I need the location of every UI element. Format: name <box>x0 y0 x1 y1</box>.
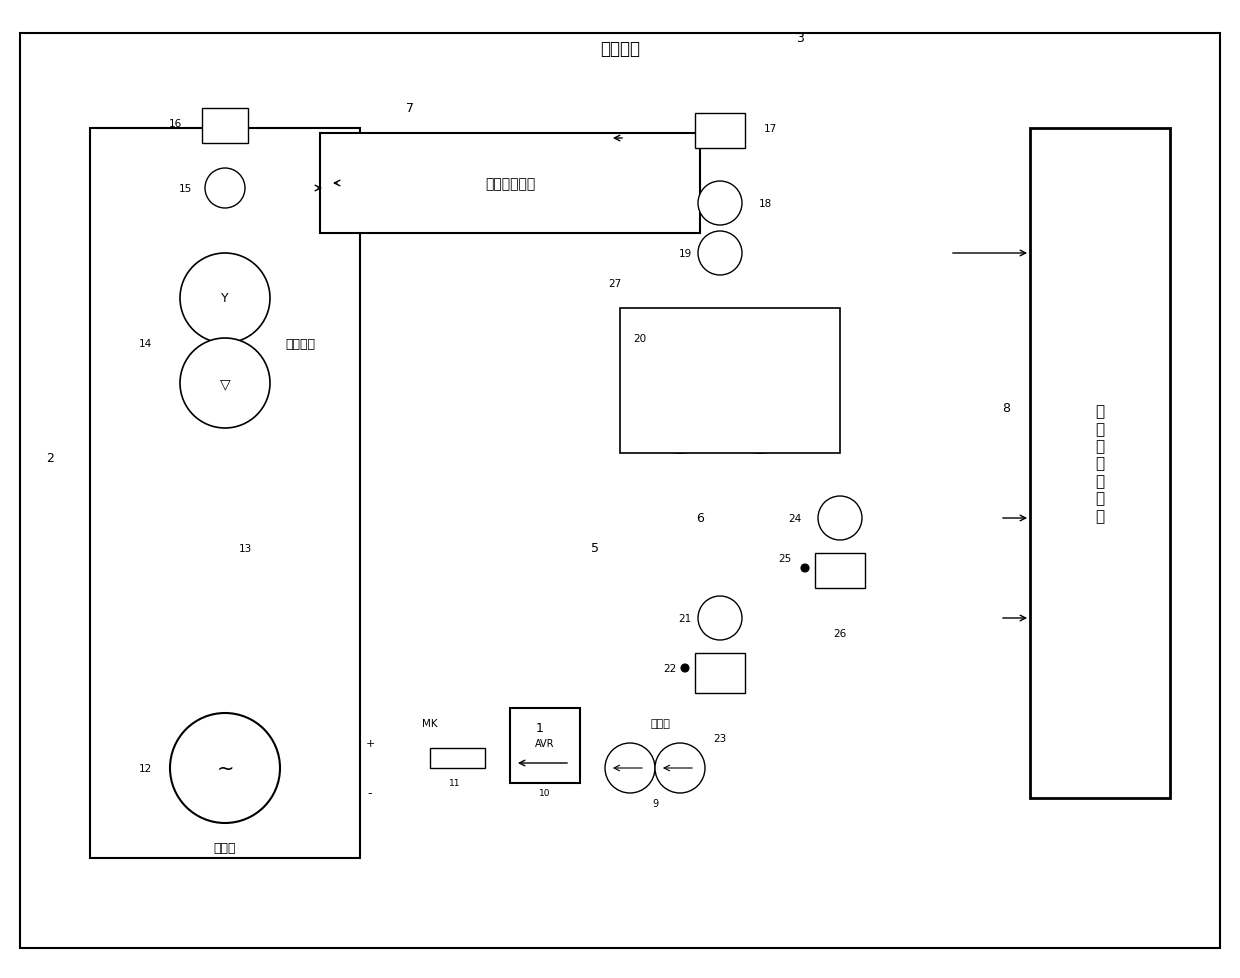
Text: 20: 20 <box>634 333 646 343</box>
Circle shape <box>640 374 720 454</box>
Text: 23: 23 <box>713 734 727 743</box>
Text: 5: 5 <box>591 542 599 555</box>
Text: +: + <box>366 738 374 748</box>
Bar <box>694 653 745 693</box>
Text: 16: 16 <box>169 119 181 129</box>
Text: 7: 7 <box>405 103 414 115</box>
Text: 9: 9 <box>652 798 658 808</box>
Circle shape <box>655 743 706 793</box>
Text: 10: 10 <box>539 788 551 798</box>
Text: 母线差动保护: 母线差动保护 <box>485 177 536 191</box>
Text: ~: ~ <box>216 758 234 778</box>
Text: 14: 14 <box>139 338 151 348</box>
Text: 25: 25 <box>779 554 791 563</box>
Text: 15: 15 <box>179 184 192 194</box>
Bar <box>625 104 835 708</box>
Text: 主变压器: 主变压器 <box>285 337 315 350</box>
Text: 2: 2 <box>46 452 53 465</box>
Circle shape <box>801 564 808 572</box>
Bar <box>430 748 485 768</box>
Text: 21: 21 <box>678 613 692 623</box>
Circle shape <box>605 743 655 793</box>
Text: 19: 19 <box>678 248 692 259</box>
Circle shape <box>180 253 270 343</box>
Bar <box>1030 129 1171 798</box>
Bar <box>815 554 866 589</box>
Bar <box>510 708 580 783</box>
Circle shape <box>698 232 742 276</box>
Bar <box>625 104 994 708</box>
Text: 发电机: 发电机 <box>213 842 237 855</box>
Text: 22: 22 <box>663 663 677 673</box>
Text: 27: 27 <box>609 279 621 289</box>
Bar <box>620 309 839 454</box>
Circle shape <box>180 338 270 428</box>
Text: Y: Y <box>221 292 229 305</box>
Text: 8: 8 <box>1002 402 1011 415</box>
Bar <box>91 129 360 858</box>
Circle shape <box>205 169 246 208</box>
Text: ▽: ▽ <box>219 377 231 390</box>
Bar <box>320 134 701 234</box>
Text: 24: 24 <box>789 513 801 523</box>
Bar <box>694 113 745 149</box>
Text: 12: 12 <box>139 763 151 774</box>
Bar <box>360 738 760 868</box>
Text: 18: 18 <box>759 199 771 208</box>
Text: MK: MK <box>422 718 438 729</box>
Text: AVR: AVR <box>536 738 554 748</box>
Circle shape <box>680 319 760 399</box>
Text: 6: 6 <box>696 511 704 525</box>
Text: -: - <box>368 786 372 800</box>
Text: 13: 13 <box>238 544 252 554</box>
Circle shape <box>681 664 689 672</box>
Text: 11: 11 <box>449 778 461 787</box>
Circle shape <box>818 497 862 541</box>
Text: 励磁变: 励磁变 <box>650 718 670 729</box>
Bar <box>775 428 955 679</box>
Bar <box>625 618 835 858</box>
Text: 高压母线: 高压母线 <box>600 40 640 58</box>
Circle shape <box>170 713 280 823</box>
Text: 1: 1 <box>536 722 544 734</box>
Text: 3: 3 <box>796 32 804 45</box>
Circle shape <box>698 597 742 641</box>
Circle shape <box>698 182 742 226</box>
Text: 启
备
变
差
动
保
护: 启 备 变 差 动 保 护 <box>1095 404 1105 523</box>
Text: 26: 26 <box>833 628 847 639</box>
Circle shape <box>720 374 800 454</box>
Text: 17: 17 <box>764 124 776 134</box>
Bar <box>202 109 248 144</box>
